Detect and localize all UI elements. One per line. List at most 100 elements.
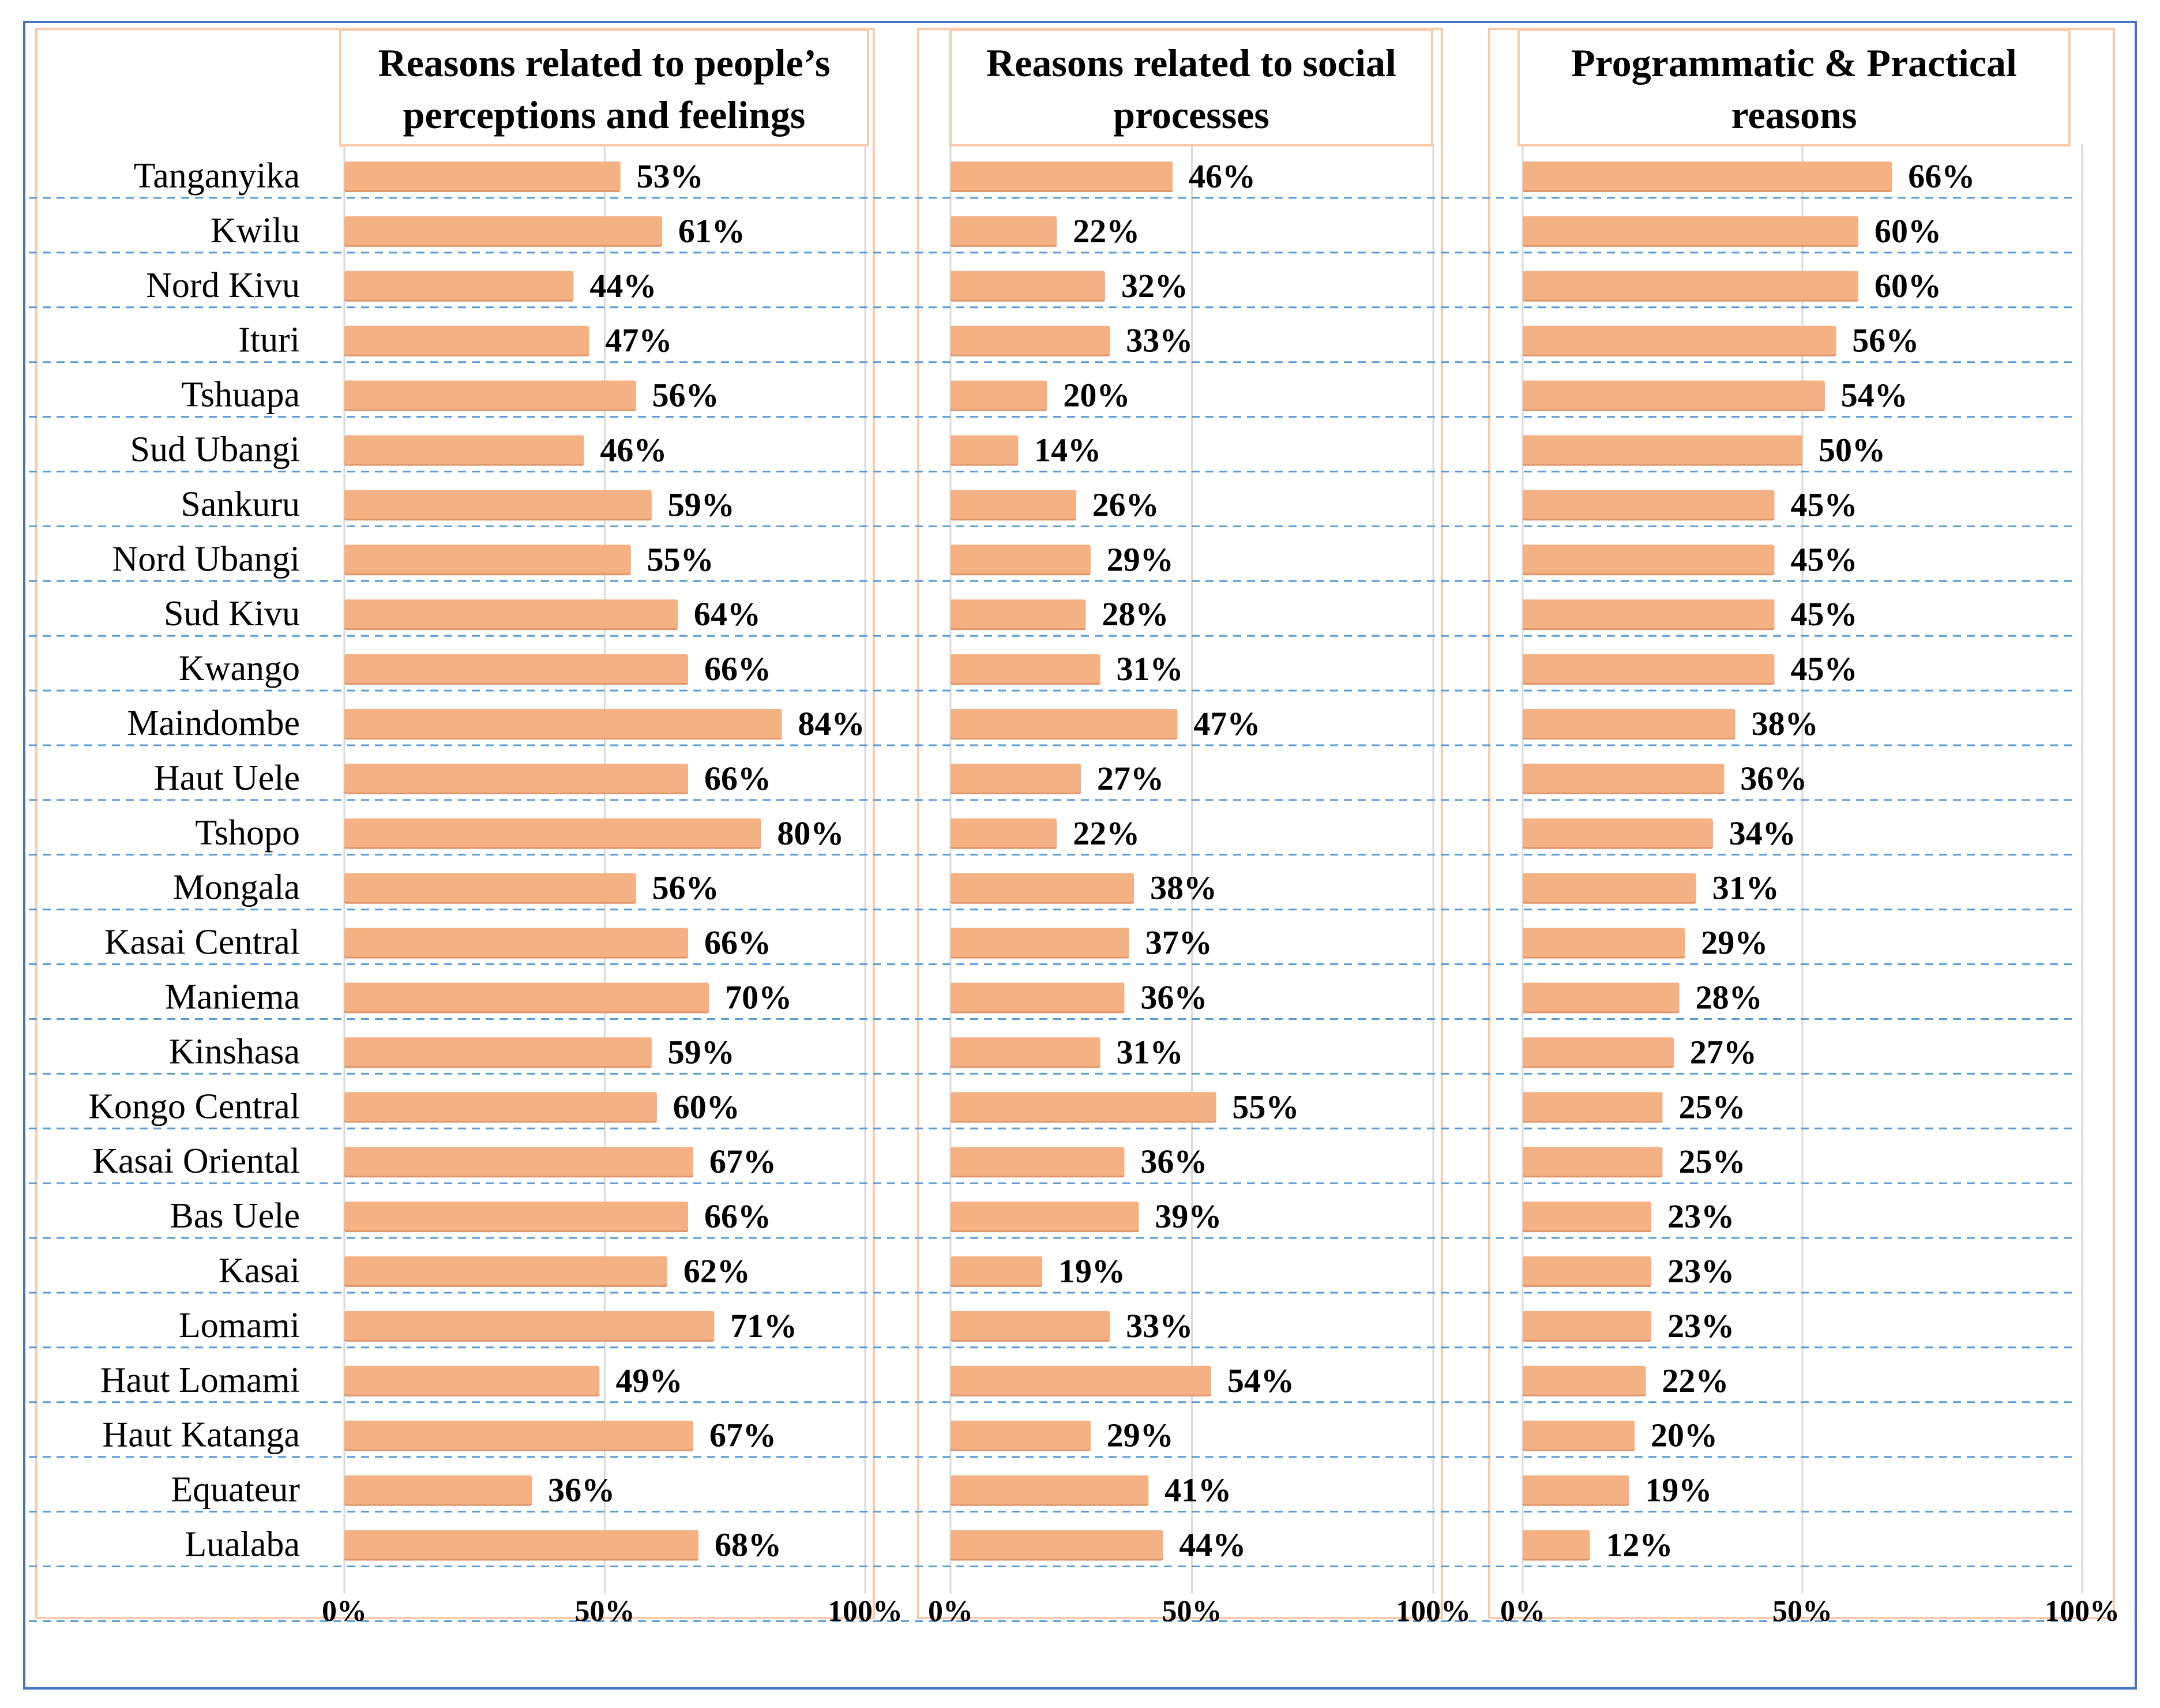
data-label: 22% bbox=[1073, 212, 1140, 250]
bar bbox=[1523, 1092, 1663, 1121]
bar bbox=[951, 271, 1105, 300]
data-label: 45% bbox=[1791, 540, 1858, 578]
category-label: Haut Uele bbox=[154, 759, 300, 798]
data-label: 56% bbox=[652, 869, 719, 907]
bar bbox=[1523, 1311, 1652, 1340]
bar bbox=[344, 162, 621, 190]
bar bbox=[1523, 709, 1735, 738]
bar bbox=[344, 1311, 715, 1340]
tick-label: 50% bbox=[1772, 1595, 1832, 1628]
bar bbox=[1523, 1202, 1652, 1231]
data-label: 64% bbox=[694, 595, 761, 633]
panel-1-title: perceptions and feelings bbox=[403, 93, 806, 137]
data-label: 56% bbox=[1852, 322, 1919, 359]
data-label: 29% bbox=[1107, 1417, 1174, 1454]
data-label: 31% bbox=[1116, 650, 1183, 688]
data-label: 33% bbox=[1126, 322, 1193, 359]
data-label: 37% bbox=[1145, 924, 1212, 962]
panel-2-title: Reasons related to social bbox=[986, 41, 1396, 85]
category-label: Maniema bbox=[165, 978, 300, 1017]
data-label: 36% bbox=[548, 1471, 615, 1509]
data-label: 68% bbox=[715, 1526, 782, 1564]
data-label: 46% bbox=[600, 431, 667, 469]
data-label: 22% bbox=[1073, 814, 1140, 852]
category-label: Sud Kivu bbox=[164, 594, 300, 633]
data-label: 23% bbox=[1667, 1307, 1734, 1345]
data-label: 80% bbox=[777, 814, 844, 852]
bar bbox=[344, 873, 636, 902]
bar bbox=[344, 1365, 600, 1395]
bar bbox=[951, 1037, 1100, 1067]
bar bbox=[951, 162, 1173, 190]
data-label: 36% bbox=[1140, 979, 1207, 1016]
data-label: 25% bbox=[1679, 1143, 1746, 1180]
data-label: 27% bbox=[1097, 760, 1164, 797]
category-label: Maindombe bbox=[127, 704, 300, 743]
data-label: 44% bbox=[589, 267, 656, 305]
data-label: 29% bbox=[1107, 540, 1174, 578]
category-label: Nord Ubangi bbox=[112, 539, 300, 579]
data-label: 50% bbox=[1819, 431, 1885, 469]
bar bbox=[951, 1147, 1125, 1176]
data-label: 19% bbox=[1058, 1252, 1125, 1290]
data-label: 66% bbox=[704, 650, 771, 688]
data-label: 34% bbox=[1729, 814, 1796, 852]
data-label: 54% bbox=[1227, 1362, 1294, 1399]
bar bbox=[951, 1475, 1149, 1504]
bar bbox=[1523, 216, 1858, 245]
bar bbox=[344, 1420, 694, 1450]
category-label: Kasai bbox=[219, 1251, 300, 1290]
data-label: 33% bbox=[1126, 1307, 1193, 1345]
bar bbox=[344, 435, 584, 464]
category-label: Haut Lomami bbox=[100, 1361, 300, 1400]
data-label: 45% bbox=[1791, 595, 1858, 633]
data-label: 47% bbox=[1193, 705, 1260, 742]
category-label: Tshopo bbox=[195, 813, 300, 853]
category-label: Equateur bbox=[171, 1470, 300, 1510]
data-label: 49% bbox=[615, 1362, 682, 1399]
bar bbox=[1523, 435, 1802, 464]
bar bbox=[344, 818, 761, 847]
data-label: 66% bbox=[704, 1198, 771, 1235]
bar bbox=[1523, 380, 1825, 410]
bar bbox=[344, 325, 589, 355]
bar bbox=[344, 982, 709, 1012]
bar bbox=[951, 545, 1091, 574]
data-label: 23% bbox=[1667, 1198, 1734, 1235]
bar bbox=[1523, 162, 1892, 190]
bar bbox=[951, 654, 1100, 684]
bar bbox=[344, 709, 782, 738]
bar bbox=[951, 763, 1081, 793]
bar bbox=[1523, 873, 1696, 902]
panel-2-title: processes bbox=[1113, 93, 1269, 137]
bar bbox=[1523, 1037, 1674, 1067]
bar bbox=[344, 1037, 652, 1067]
data-label: 60% bbox=[1874, 212, 1941, 250]
bar bbox=[1523, 1420, 1635, 1450]
data-label: 59% bbox=[668, 486, 735, 523]
data-label: 84% bbox=[798, 705, 865, 742]
data-label: 66% bbox=[704, 760, 771, 797]
data-label: 25% bbox=[1679, 1088, 1746, 1125]
data-label: 14% bbox=[1034, 431, 1101, 469]
figure-frame bbox=[23, 21, 2137, 1690]
bar bbox=[344, 216, 662, 245]
bar bbox=[344, 1202, 688, 1231]
bar bbox=[1523, 928, 1685, 957]
data-label: 36% bbox=[1140, 1143, 1207, 1180]
bar bbox=[344, 928, 688, 957]
panel-2-title-box bbox=[949, 29, 1433, 147]
panel-3-title: reasons bbox=[1731, 93, 1857, 137]
category-label: Kwilu bbox=[211, 211, 300, 250]
data-label: 60% bbox=[1874, 267, 1941, 305]
data-label: 31% bbox=[1116, 1033, 1183, 1071]
data-label: 46% bbox=[1189, 157, 1256, 195]
data-label: 56% bbox=[652, 377, 719, 414]
bar bbox=[344, 1530, 699, 1559]
bar bbox=[344, 654, 688, 684]
data-label: 29% bbox=[1701, 924, 1768, 962]
category-label: Mongala bbox=[173, 868, 300, 907]
bar bbox=[951, 1202, 1139, 1231]
data-label: 67% bbox=[709, 1143, 776, 1180]
